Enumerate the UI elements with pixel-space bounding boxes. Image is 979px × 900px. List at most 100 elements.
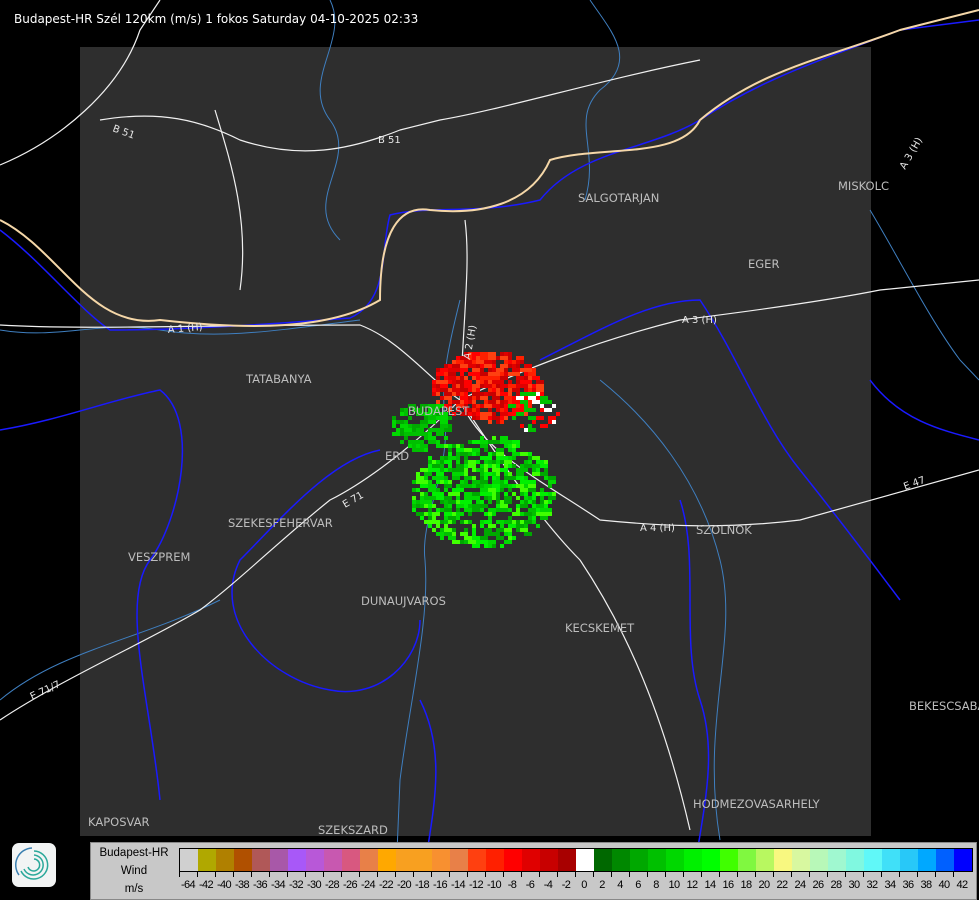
radar-pixel [536,392,540,396]
radar-pixel [512,440,520,444]
radar-pixel [428,408,432,412]
radar-pixel [464,456,468,460]
radar-pixel [460,532,468,536]
radar-pixel [448,408,452,412]
legend-tick-label: 6 [629,871,647,899]
radar-pixel [508,364,512,368]
radar-pixel [444,460,452,464]
radar-pixel [532,496,536,500]
radar-pixel [436,472,440,476]
radar-pixel [440,520,444,524]
radar-pixel [504,352,508,356]
radar-pixel [476,460,480,464]
legend-tick-label: -40 [215,871,233,899]
radar-pixel [452,528,456,532]
radar-pixel [548,400,552,404]
radar-pixel [540,400,548,404]
radar-pixel [524,404,528,408]
radar-pixel [428,484,436,488]
radar-pixel [520,360,524,364]
road-label: A 3 (H) [682,315,717,326]
radar-pixel [460,488,464,492]
radar-pixel [548,476,556,480]
radar-pixel [492,440,500,444]
radar-pixel [440,380,448,384]
radar-pixel [448,536,456,540]
radar-pixel [520,400,528,404]
radar-pixel [472,372,480,376]
legend-swatch [198,849,216,871]
radar-pixel [460,364,464,368]
radar-pixel [440,388,448,392]
radar-pixel [476,448,480,452]
radar-pixel [492,412,496,416]
radar-pixel [444,512,452,516]
radar-pixel [484,384,492,388]
city-label: SALGOTARJAN [578,191,659,205]
radar-pixel [532,516,536,520]
legend-swatch [810,849,828,871]
radar-pixel [540,464,548,468]
radar-pixel [472,528,476,532]
radar-pixel [496,416,500,420]
radar-pixel [512,456,516,460]
legend-swatch [936,849,954,871]
radar-pixel [508,524,516,528]
radar-pixel [488,500,492,504]
radar-pixel [512,400,516,404]
radar-pixel [436,404,444,408]
radar-pixel [544,504,548,508]
radar-pixel [472,376,476,380]
radar-pixel [456,468,464,472]
radar-pixel [548,484,552,488]
radar-pixel [464,460,468,464]
radar-pixel [440,480,444,484]
legend-swatch [900,849,918,871]
radar-pixel [500,388,504,392]
radar-pixel [464,464,468,468]
legend-tick-label: -14 [449,871,467,899]
radar-pixel [508,516,512,520]
radar-pixel [516,496,520,500]
legend-tick-label: 34 [881,871,899,899]
radar-pixel [528,424,532,428]
radar-pixel [528,376,532,380]
radar-pixel [516,376,524,380]
legend-swatch [702,849,720,871]
radar-pixel [492,384,496,388]
radar-pixel [520,464,524,468]
radar-pixel [420,500,424,504]
radar-pixel [436,380,440,384]
legend-swatch [432,849,450,871]
radar-pixel [420,484,424,488]
radar-pixel [508,372,512,376]
radar-pixel [524,496,528,500]
radar-pixel [460,392,464,396]
legend-tick-label: -18 [413,871,431,899]
radar-pixel [452,476,460,480]
radar-pixel [540,392,544,396]
radar-pixel [480,436,484,440]
radar-pixel [408,404,416,408]
legend-swatch [252,849,270,871]
radar-pixel [476,392,484,396]
radar-pixel [432,520,440,524]
radar-pixel [412,444,416,448]
radar-pixel [472,484,476,488]
legend-tick-label: 12 [683,871,701,899]
radar-pixel [432,464,440,468]
radar-pixel [480,536,488,540]
radar-pixel [440,508,444,512]
radar-pixel [516,476,524,480]
legend-ticks: -64 -42 -40 -38 -36 -34 -32 -30 -28 -26 -24 -22 -20-… [179,871,971,899]
legend-tick-label: -38 [233,871,251,899]
legend-swatch [792,849,810,871]
radar-pixel [404,428,412,432]
radar-pixel [464,408,468,412]
radar-pixel [532,420,536,424]
legend-tick-label: -26 [341,871,359,899]
radar-pixel [524,464,532,468]
radar-pixel [496,460,500,464]
radar-pixel [420,408,424,412]
radar-pixel [440,412,444,416]
